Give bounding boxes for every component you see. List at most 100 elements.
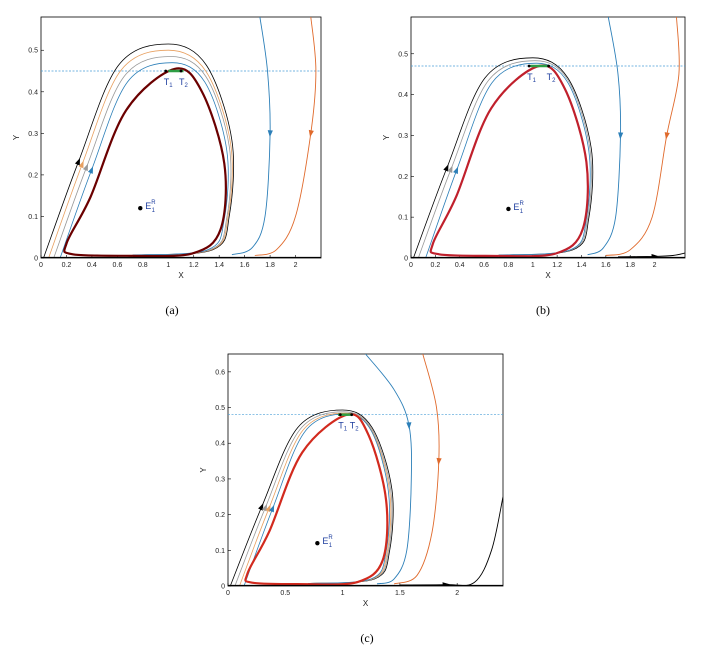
x-tick-label: 1.6 <box>601 262 611 269</box>
x-axis-label: X <box>545 271 551 280</box>
periodic-cycle <box>244 413 389 586</box>
trajectory-orbit <box>417 60 592 258</box>
x-tick-label: 0.4 <box>87 262 97 269</box>
x-tick-label: 0.5 <box>280 590 290 597</box>
y-tick-label: 0.3 <box>398 133 408 140</box>
marker-point <box>527 64 531 68</box>
outer-trajectory <box>254 17 317 256</box>
plot-frame <box>227 353 504 587</box>
x-tick-label: 1.8 <box>625 262 635 269</box>
outer-trajectory <box>587 17 622 256</box>
direction-arrow-icon <box>87 166 94 174</box>
outer-trajectory <box>605 17 680 256</box>
direction-arrow-icon <box>74 158 81 166</box>
x-tick-label: 0 <box>39 262 43 269</box>
direction-arrow-icon <box>308 129 314 138</box>
trajectory-orbit <box>234 411 393 586</box>
x-tick-label: 1 <box>166 262 170 269</box>
y-tick-label: 0.4 <box>28 89 38 96</box>
outer-trajectory <box>231 17 271 256</box>
trajectory-orbit <box>243 413 390 586</box>
direction-arrow-icon <box>453 166 459 175</box>
direction-arrow-icon <box>447 165 453 173</box>
marker-point <box>164 69 168 73</box>
y-tick-label: 0.5 <box>398 51 408 58</box>
equilibrium-point <box>506 206 511 212</box>
y-axis-label: Y <box>382 134 391 140</box>
equilibrium-label: ER 1 <box>145 200 156 214</box>
outer-trajectory <box>393 354 440 585</box>
trajectory-orbit <box>229 409 394 586</box>
y-tick-label: 0 <box>404 256 408 263</box>
direction-arrow-icon <box>618 132 624 140</box>
marker-point <box>350 413 354 417</box>
equilibrium-point <box>315 540 320 546</box>
equilibrium-point <box>138 205 143 211</box>
marker-point <box>547 64 551 68</box>
plot-frame <box>40 16 322 259</box>
y-tick-label: 0 <box>221 584 225 591</box>
panel-caption: (b) <box>536 303 550 317</box>
x-tick-label: 2 <box>294 262 298 269</box>
y-axis-label: Y <box>199 467 208 473</box>
marker-point <box>338 413 342 417</box>
panel-caption: (a) <box>165 303 178 317</box>
x-tick-label: 1.2 <box>552 262 562 269</box>
x-tick-label: 1.4 <box>577 262 587 269</box>
trajectory-orbit <box>59 62 229 258</box>
trajectory-orbit <box>53 56 232 258</box>
outer-trajectory <box>617 252 685 258</box>
equilibrium-label: ER 1 <box>322 535 333 549</box>
x-axis-label: X <box>178 271 184 280</box>
y-tick-label: 0 <box>34 256 38 263</box>
x-tick-label: 0.8 <box>504 262 514 269</box>
direction-arrow-icon <box>78 160 84 169</box>
outer-trajectory <box>365 354 412 585</box>
y-tick-label: 0.4 <box>398 92 408 99</box>
x-tick-label: 0 <box>226 590 230 597</box>
x-tick-label: 0.6 <box>479 262 489 269</box>
direction-arrow-icon <box>443 164 449 172</box>
marker-label: T1 <box>338 421 348 433</box>
y-tick-label: 0.6 <box>215 369 225 376</box>
x-tick-label: 1 <box>341 590 345 597</box>
periodic-cycle <box>63 67 227 258</box>
x-tick-label: 1.4 <box>214 262 224 269</box>
x-tick-label: 1 <box>531 262 535 269</box>
y-tick-label: 0.1 <box>398 215 408 222</box>
direction-arrow-icon <box>664 132 670 140</box>
trajectory-orbit <box>413 57 594 258</box>
marker-label: T1 <box>527 72 537 84</box>
y-tick-label: 0.3 <box>215 476 225 483</box>
marker-label: T2 <box>350 421 360 433</box>
y-tick-label: 0.4 <box>215 441 225 448</box>
x-tick-label: 1.5 <box>395 590 405 597</box>
x-tick-label: 0.6 <box>112 262 122 269</box>
x-tick-label: 2 <box>455 590 459 597</box>
y-tick-label: 0.3 <box>28 131 38 138</box>
direction-arrow-icon <box>436 457 442 466</box>
x-tick-label: 1.8 <box>265 262 275 269</box>
direction-arrow-icon <box>258 503 264 511</box>
panel-3: 0 0.5 1 1.5 2 0 0.1 0.2 0.3 0.4 0.5 0.6 X Y T1 T2 ER 1 (c) <box>199 353 504 645</box>
trajectory-orbit <box>43 43 235 258</box>
direction-arrow-icon <box>269 504 275 513</box>
trajectory-orbit <box>239 412 392 586</box>
y-axis-label: Y <box>12 134 21 140</box>
direction-arrow-icon <box>442 582 450 586</box>
y-tick-label: 0.5 <box>215 405 225 412</box>
marker-label: T2 <box>179 77 189 89</box>
y-tick-label: 0.2 <box>215 512 225 519</box>
x-tick-label: 0.2 <box>430 262 440 269</box>
direction-arrow-icon <box>261 503 268 512</box>
marker-point <box>179 69 183 73</box>
y-tick-label: 0.1 <box>28 214 38 221</box>
x-tick-label: 0.4 <box>455 262 465 269</box>
panel-caption: (c) <box>360 631 373 645</box>
y-tick-label: 0.1 <box>215 548 225 555</box>
x-axis-label: X <box>363 599 369 608</box>
x-tick-label: 0 <box>409 262 413 269</box>
equilibrium-label: ER 1 <box>513 201 524 215</box>
panel-2: 0 0.2 0.4 0.6 0.8 1 1.2 1.4 1.6 1.8 2 0 0.1 0.2 0.3 0.4… <box>382 16 686 317</box>
